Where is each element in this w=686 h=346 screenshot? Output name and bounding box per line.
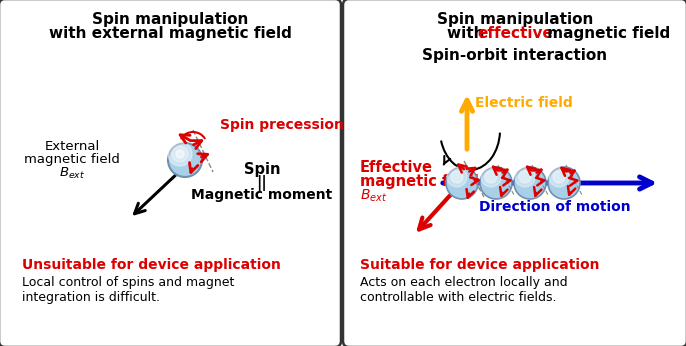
Circle shape [451,171,463,183]
Text: Direction of motion: Direction of motion [480,200,631,214]
Circle shape [480,167,512,199]
Text: Suitable for device application: Suitable for device application [360,258,600,272]
FancyBboxPatch shape [0,0,341,346]
Text: Effective: Effective [360,160,433,175]
Text: magnetic field: magnetic field [542,26,670,41]
Text: $B_{ext}$: $B_{ext}$ [360,188,388,204]
Circle shape [447,167,467,187]
Text: $B_{ext}$: $B_{ext}$ [59,166,85,181]
Circle shape [485,171,497,183]
Text: Spin manipulation: Spin manipulation [92,12,248,27]
Circle shape [446,167,478,199]
Text: Acts on each electron locally and: Acts on each electron locally and [360,276,567,289]
Text: External: External [45,140,99,153]
Text: integration is difficult.: integration is difficult. [22,291,160,304]
Text: Spin: Spin [244,162,281,177]
Text: Electric field: Electric field [475,96,573,110]
Circle shape [519,171,531,183]
FancyBboxPatch shape [343,0,686,346]
Circle shape [548,167,580,199]
Circle shape [514,167,546,199]
Text: magnetic field: magnetic field [24,153,120,166]
Text: Unsuitable for device application: Unsuitable for device application [22,258,281,272]
Circle shape [168,142,192,166]
Text: magnetic field: magnetic field [360,174,479,189]
Circle shape [553,171,565,183]
Text: with external magnetic field: with external magnetic field [49,26,292,41]
Circle shape [176,150,184,158]
Circle shape [549,167,569,187]
Circle shape [481,167,501,187]
Text: Spin manipulation: Spin manipulation [437,12,593,27]
Text: with: with [447,26,490,41]
Text: controllable with electric fields.: controllable with electric fields. [360,291,556,304]
Text: effective: effective [477,26,553,41]
Text: Magnetic moment: Magnetic moment [191,188,333,202]
Text: ||: || [257,175,268,191]
Circle shape [168,143,202,177]
Circle shape [515,167,535,187]
Text: Spin precession: Spin precession [220,118,344,132]
Circle shape [172,146,188,162]
Text: Spin-orbit interaction: Spin-orbit interaction [423,48,608,63]
Text: Local control of spins and magnet: Local control of spins and magnet [22,276,235,289]
